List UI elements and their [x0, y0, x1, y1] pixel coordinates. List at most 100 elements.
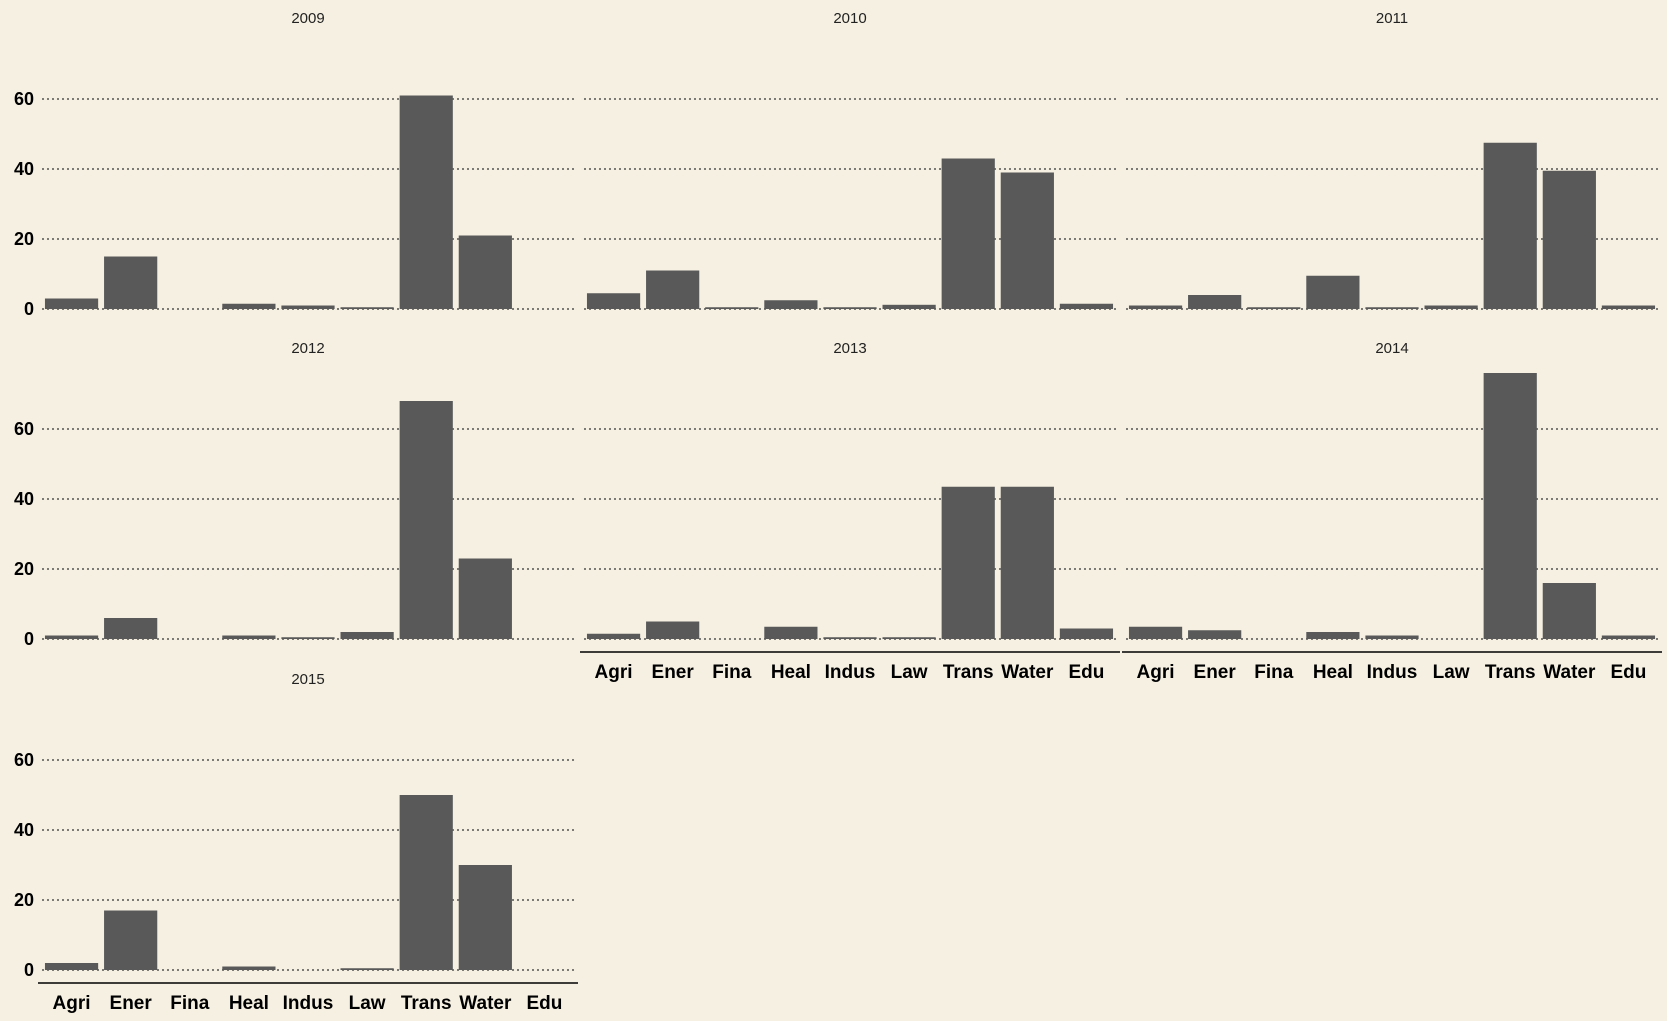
- bar-edu: [1059, 303, 1114, 309]
- panel-title: 2010: [833, 10, 866, 27]
- x-tick-label: Trans: [401, 993, 452, 1014]
- x-tick-label: Ener: [652, 662, 695, 683]
- bar-indus: [281, 637, 335, 639]
- x-tick-label: Edu: [526, 993, 562, 1014]
- x-tick-label: Ener: [110, 993, 153, 1014]
- panel-title: 2009: [291, 10, 324, 27]
- bar-ener: [646, 621, 700, 639]
- bar-agri: [1128, 626, 1183, 639]
- bar-heal: [222, 966, 276, 970]
- x-tick-label: Indus: [1367, 662, 1418, 683]
- x-tick-label: Fina: [170, 993, 209, 1014]
- bar-edu: [1601, 305, 1656, 309]
- y-tick-label: 20: [14, 229, 34, 249]
- y-tick-label: 0: [24, 299, 34, 319]
- y-tick-label: 40: [14, 820, 34, 840]
- x-tick-label: Agri: [53, 993, 91, 1014]
- bar-water: [1542, 170, 1596, 309]
- y-tick-label: 40: [14, 159, 34, 179]
- bar-ener: [1188, 630, 1242, 639]
- bar-trans: [399, 95, 453, 309]
- panel-title: 2012: [291, 340, 324, 357]
- y-tick-label: 20: [14, 890, 34, 910]
- bar-indus: [281, 305, 335, 309]
- bar-indus: [823, 307, 877, 309]
- panel-2015: 2015 0 20 40 60 Agri Ener Fina Heal Indus Law Trans…: [14, 671, 578, 1014]
- panel-title: 2015: [291, 671, 324, 688]
- panel-2014: 2014 Agri Ener Fina Heal Indus Law Trans Water Ed…: [1122, 340, 1662, 683]
- bar-trans: [1483, 373, 1537, 639]
- bar-ener: [1188, 295, 1242, 309]
- bar-edu: [1601, 635, 1656, 639]
- panel-2011: 2011: [1126, 10, 1658, 310]
- panel-title: 2013: [833, 340, 866, 357]
- bar-agri: [44, 963, 99, 970]
- bar-trans: [941, 158, 995, 309]
- bar-law: [882, 304, 936, 309]
- bar-ener: [104, 256, 158, 309]
- bar-water: [1000, 172, 1054, 309]
- y-tick-label: 0: [24, 629, 34, 649]
- x-tick-label: Fina: [1254, 662, 1293, 683]
- x-tick-label: Law: [1433, 662, 1470, 683]
- bar-agri: [1128, 305, 1183, 309]
- panel-2010: 2010: [584, 10, 1116, 310]
- bar-edu: [1059, 628, 1114, 639]
- bar-water: [1542, 583, 1596, 639]
- bar-heal: [222, 303, 276, 309]
- bar-heal: [764, 300, 818, 309]
- bar-fina: [705, 307, 759, 309]
- bar-heal: [764, 626, 818, 639]
- bar-trans: [941, 486, 995, 639]
- y-tick-label: 40: [14, 489, 34, 509]
- x-tick-label: Heal: [229, 993, 269, 1014]
- x-tick-label: Agri: [595, 662, 633, 683]
- panel-title: 2014: [1375, 340, 1408, 357]
- bar-trans: [399, 795, 453, 970]
- bar-indus: [1365, 307, 1419, 309]
- bar-ener: [104, 910, 158, 970]
- x-tick-label: Agri: [1137, 662, 1175, 683]
- y-tick-label: 0: [24, 960, 34, 980]
- y-tick-label: 60: [14, 750, 34, 770]
- x-tick-label: Law: [891, 662, 928, 683]
- bar-water: [458, 865, 512, 970]
- x-tick-label: Law: [349, 993, 386, 1014]
- panel-title: 2011: [1376, 10, 1408, 27]
- bar-water: [458, 235, 512, 309]
- panel-2012: 2012 0 20 40 60: [14, 340, 574, 649]
- bar-law: [1424, 305, 1478, 309]
- x-tick-label: Heal: [1313, 662, 1353, 683]
- bar-agri: [44, 635, 99, 639]
- bar-ener: [104, 618, 158, 639]
- x-tick-label: Edu: [1610, 662, 1646, 683]
- bar-ener: [646, 270, 700, 309]
- x-tick-label: Ener: [1194, 662, 1237, 683]
- y-tick-label: 20: [14, 559, 34, 579]
- bar-law: [340, 307, 394, 309]
- bar-heal: [222, 635, 276, 639]
- x-tick-label: Indus: [825, 662, 876, 683]
- bar-indus: [823, 637, 877, 639]
- x-tick-label: Water: [1543, 662, 1596, 683]
- y-tick-label: 60: [14, 419, 34, 439]
- bar-agri: [586, 633, 641, 639]
- bar-agri: [586, 293, 641, 309]
- x-tick-label: Edu: [1068, 662, 1104, 683]
- bar-water: [1000, 486, 1054, 639]
- bar-water: [458, 558, 512, 639]
- bar-heal: [1306, 275, 1360, 309]
- panel-2013: 2013 Agri Ener Fina Heal Indus Law Trans Water Ed…: [580, 340, 1120, 683]
- bar-law: [340, 632, 394, 639]
- panel-2009: 2009 0 20 40 60: [14, 10, 574, 319]
- x-tick-label: Indus: [283, 993, 334, 1014]
- bar-indus: [1365, 635, 1419, 639]
- bar-law: [882, 637, 936, 639]
- y-tick-label: 60: [14, 89, 34, 109]
- x-tick-label: Trans: [1485, 662, 1536, 683]
- x-tick-label: Fina: [712, 662, 751, 683]
- bar-fina: [1247, 307, 1301, 309]
- bar-law: [340, 968, 394, 970]
- bar-heal: [1306, 632, 1360, 639]
